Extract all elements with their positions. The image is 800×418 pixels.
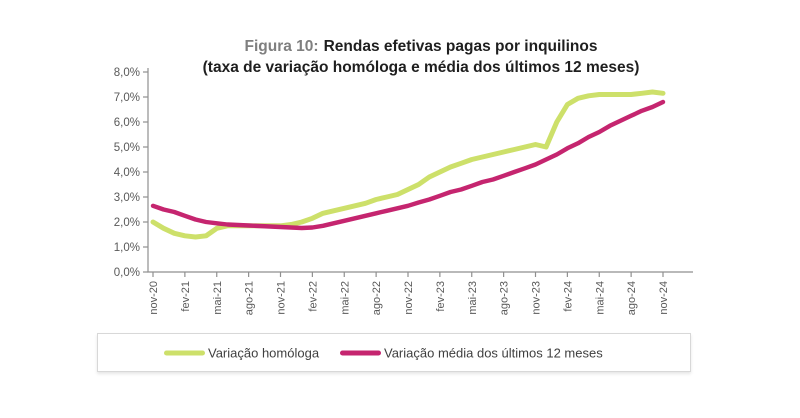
x-axis-label: nov-22 [403, 281, 415, 315]
x-axis-label: mai-22 [339, 281, 351, 315]
series-variacao-homologa [150, 89, 666, 240]
x-axis-label: nov-20 [148, 281, 160, 315]
x-axis-label: fev-23 [435, 281, 447, 312]
x-axis-label: nov-23 [531, 281, 543, 315]
y-axis-label: 6,0% [114, 117, 140, 129]
y-axis-label: 8,0% [114, 67, 140, 79]
legend-swatch-media-icon [340, 350, 381, 355]
y-axis-label: 0,0% [114, 267, 140, 279]
y-axis-label: 7,0% [114, 92, 140, 104]
series-variacao-media-12-meses [150, 99, 666, 231]
legend-label-homologa: Variação homóloga [208, 345, 320, 360]
axes [147, 68, 693, 273]
x-axis-label: mai-24 [594, 281, 606, 315]
x-axis-label: nov-24 [658, 281, 670, 315]
x-axis-label: mai-21 [212, 281, 224, 315]
legend-item-variacao-media: Variação média dos últimos 12 meses [340, 345, 603, 360]
x-axis-label: nov-21 [276, 281, 288, 315]
figure-title: Figura 10: Rendas efetivas pagas por inqu… [40, 36, 800, 78]
y-axis-label: 4,0% [114, 167, 140, 179]
legend-label-media: Variação média dos últimos 12 meses [384, 345, 603, 360]
chart-legend: Variação homóloga Variação média dos últ… [97, 333, 691, 372]
y-axis-label: 3,0% [114, 192, 140, 204]
figure-title-text: Rendas efetivas pagas por inquilinos [323, 38, 598, 55]
figure-subtitle: (taxa de variação homóloga e média dos ú… [202, 59, 640, 76]
legend-item-variacao-homologa: Variação homóloga [164, 345, 319, 360]
legend-swatch-homologa-icon [164, 350, 205, 355]
x-axis-label: mai-23 [467, 281, 479, 315]
x-axis-label: ago-23 [499, 281, 511, 315]
x-axis-label: fev-22 [307, 281, 319, 312]
x-axis-label: ago-21 [244, 281, 256, 315]
y-axis-label: 1,0% [114, 242, 140, 254]
x-axis-label: ago-24 [626, 281, 638, 315]
x-axis-label: fev-24 [562, 281, 574, 312]
y-axis-label: 5,0% [114, 142, 140, 154]
y-axis-label: 2,0% [114, 217, 140, 229]
figure-number-label: Figura 10: [244, 38, 319, 55]
x-axis-label: fev-21 [180, 281, 192, 312]
x-axis-label: ago-22 [371, 281, 383, 315]
